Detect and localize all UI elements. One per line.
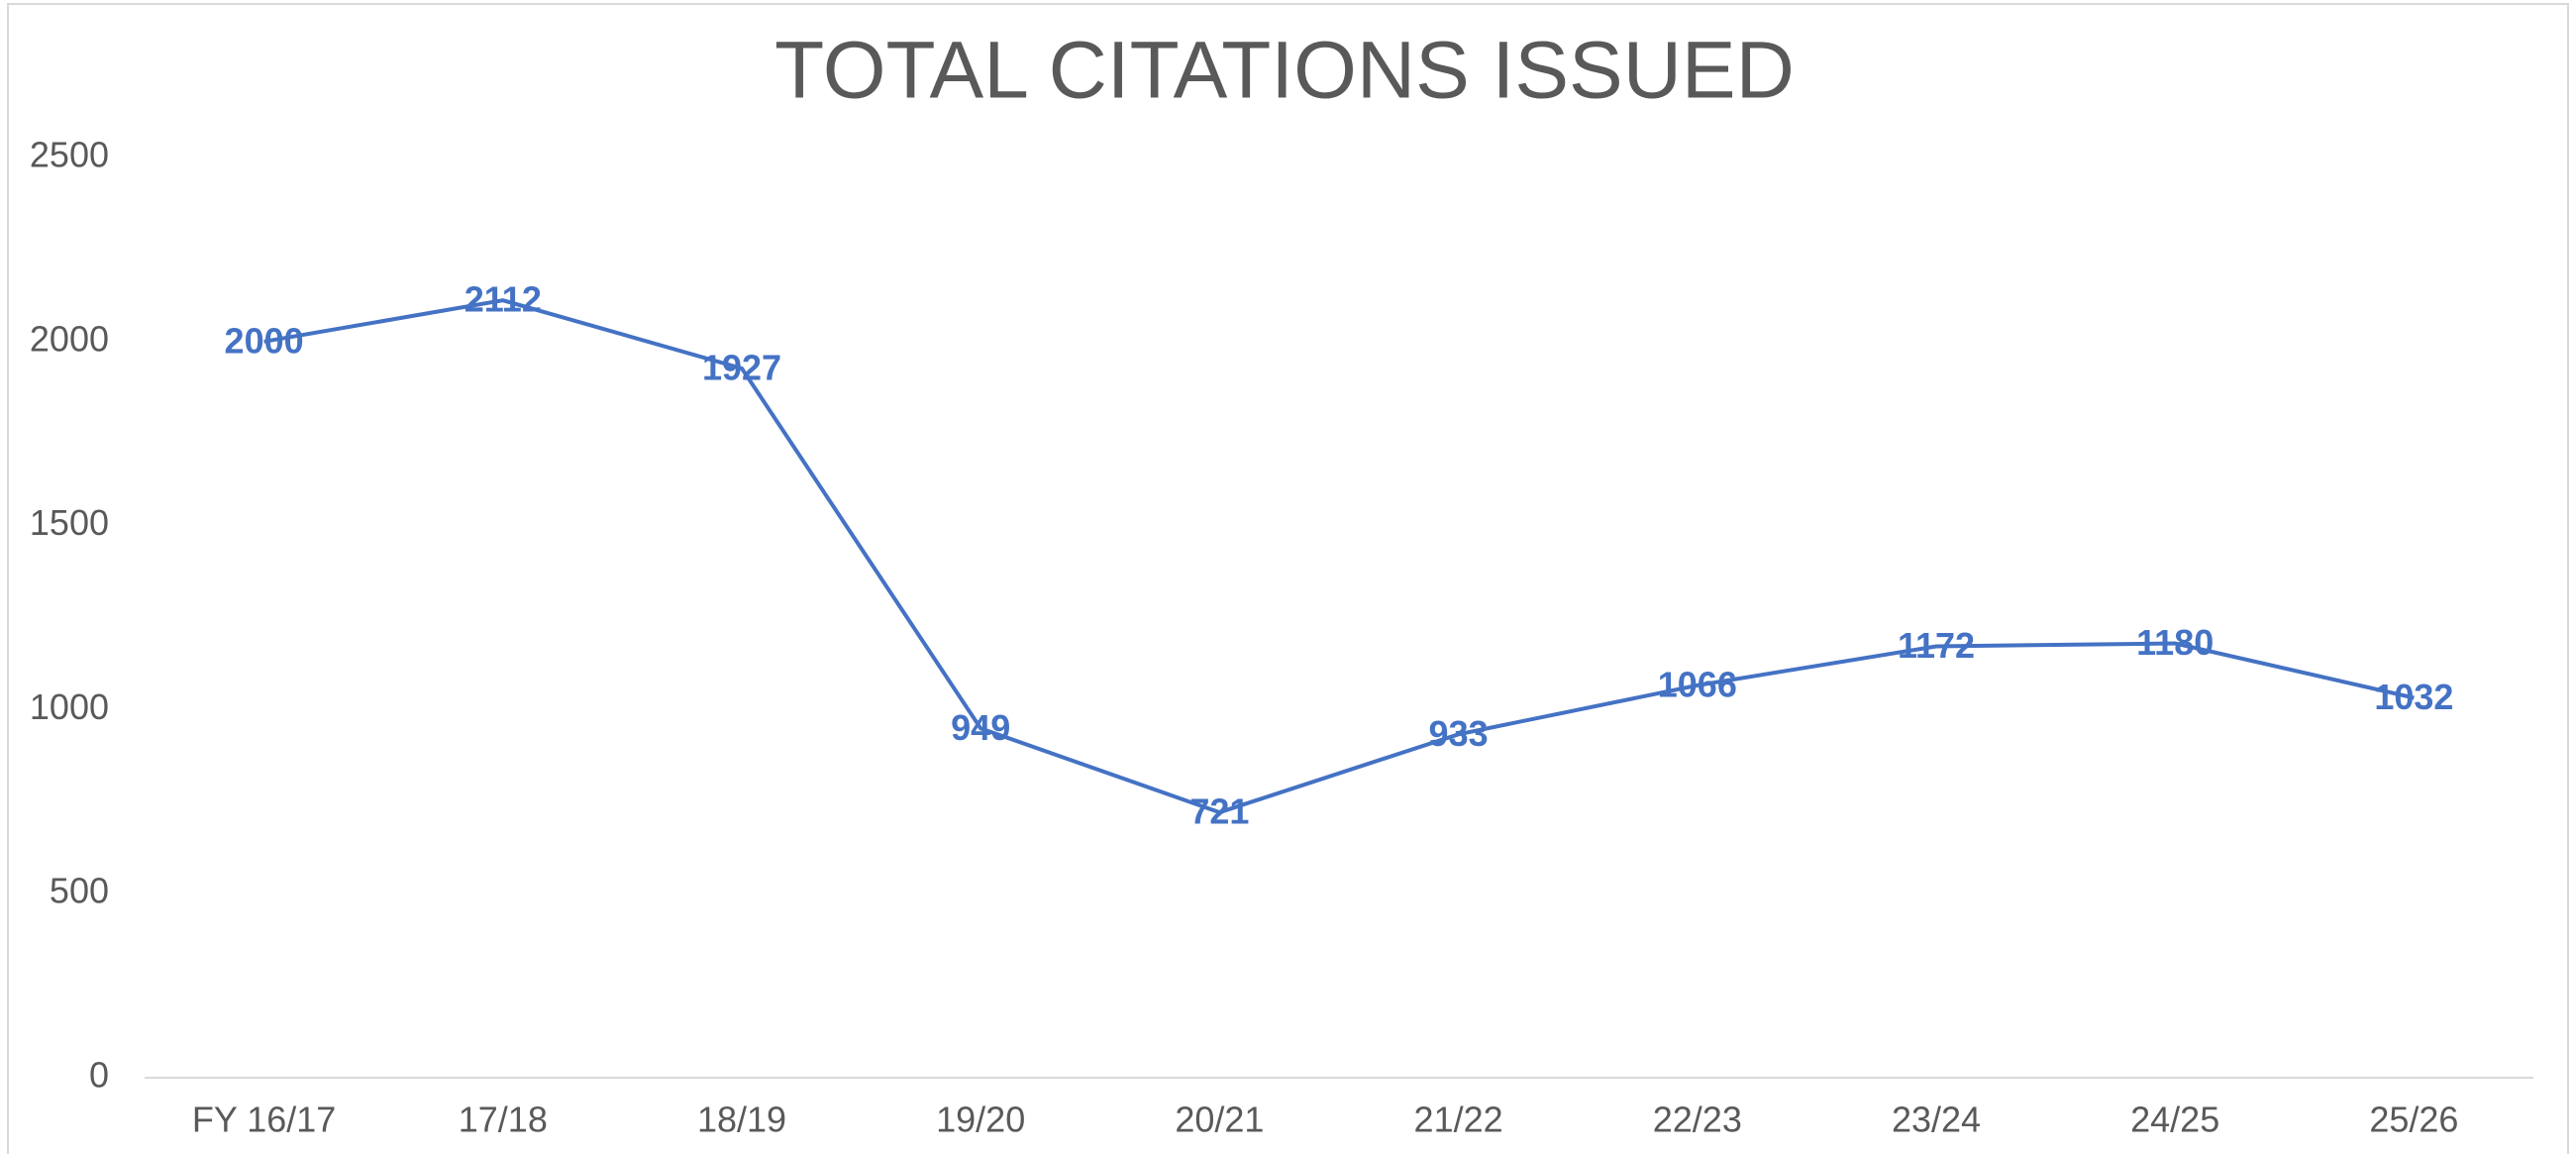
x-tick-label: 19/20: [936, 1100, 1025, 1140]
x-tick-label: 20/21: [1175, 1100, 1264, 1140]
x-tick-label: 25/26: [2369, 1100, 2458, 1140]
chart-title: TOTAL CITATIONS ISSUED: [774, 26, 1795, 116]
data-label: 2112: [464, 279, 542, 320]
data-label: 1180: [2136, 622, 2214, 663]
x-tick-label: 17/18: [459, 1100, 548, 1140]
data-label: 1927: [702, 347, 781, 387]
y-tick-label: 1000: [30, 686, 109, 727]
x-tick-label: 23/24: [1892, 1100, 1981, 1140]
x-tick-label: FY 16/17: [192, 1100, 336, 1140]
y-tick-label: 500: [50, 871, 109, 911]
y-tick-label: 1500: [30, 502, 109, 543]
x-tick-label: 22/23: [1653, 1100, 1742, 1140]
x-tick-label: 24/25: [2130, 1100, 2219, 1140]
data-label: 933: [1429, 713, 1489, 754]
data-label: 2000: [225, 320, 304, 361]
x-tick-label: 18/19: [697, 1100, 786, 1140]
x-tick-label: 21/22: [1414, 1100, 1503, 1140]
y-tick-label: 2500: [30, 135, 109, 175]
y-tick-label: 0: [89, 1055, 109, 1096]
data-label: 1066: [1658, 664, 1737, 704]
data-label: 721: [1189, 791, 1249, 832]
line-series: [263, 298, 2415, 815]
y-tick-label: 2000: [30, 318, 109, 359]
data-label: 1032: [2374, 677, 2453, 717]
chart-frame: [7, 3, 2569, 1154]
data-label: 949: [951, 707, 1010, 748]
data-label: 1172: [1898, 625, 1975, 666]
